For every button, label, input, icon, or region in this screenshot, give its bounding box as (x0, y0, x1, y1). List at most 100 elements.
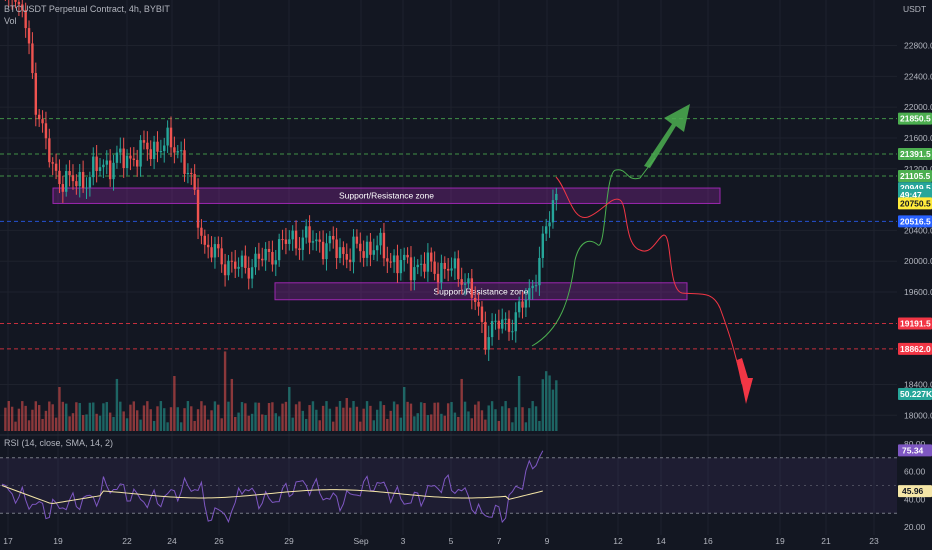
volume-bar (419, 402, 423, 431)
candle-body (227, 260, 230, 276)
candle-body (541, 233, 544, 258)
volume-bar (538, 420, 541, 431)
volume-bar (227, 401, 230, 431)
volume-bar (446, 403, 450, 431)
volume-bar (511, 422, 514, 431)
volume-bar (95, 413, 98, 431)
volume-bar (531, 401, 534, 431)
time-axis-label: 3 (401, 536, 406, 546)
candle-body (528, 288, 531, 300)
volume-bar (51, 404, 54, 431)
volume-bar (375, 409, 379, 431)
volume-bar (477, 401, 480, 431)
volume-bar (119, 401, 122, 431)
candle-body (24, 9, 27, 29)
volume-bar (203, 405, 206, 431)
candle-body (474, 297, 477, 302)
candle-body (443, 262, 446, 269)
volume-bar (81, 415, 85, 431)
volume-bar (108, 412, 112, 431)
price-tag-label: 21391.5 (900, 149, 931, 159)
candle-body (119, 148, 122, 153)
volume-bar (41, 418, 44, 431)
candle-body (430, 252, 433, 262)
candle-body (210, 247, 213, 258)
candle-body (308, 226, 311, 243)
candle-body (406, 254, 409, 258)
currency-label: USDT (903, 4, 926, 14)
sr-zone (274, 282, 688, 301)
candle-body (220, 248, 223, 265)
price-tag-label: 50.227K (900, 389, 932, 399)
candle-body (136, 159, 139, 167)
candle-body (382, 232, 386, 259)
price-axis-label: 18000.0 (904, 410, 932, 420)
volume-label: Vol (4, 16, 17, 26)
candle-body (166, 127, 169, 146)
volume-bar (24, 405, 27, 431)
candle-body (534, 285, 538, 287)
price-axis-label: 22000.0 (904, 102, 932, 112)
candle-body (115, 152, 119, 163)
volume-bar (382, 405, 386, 431)
volume-bar (223, 351, 227, 431)
price-tag-label: 49:47 (900, 190, 922, 200)
volume-bar (474, 404, 477, 431)
rsi-axis-label: 40.00 (904, 494, 926, 504)
volume-bar (423, 403, 426, 431)
candle-body (457, 258, 460, 280)
price-tag-label: 21850.5 (900, 114, 931, 124)
time-axis-label: 24 (167, 536, 177, 546)
volume-bar (453, 412, 457, 431)
volume-bar (78, 403, 81, 431)
candles[interactable] (4, 0, 558, 361)
candle-body (477, 301, 480, 307)
candle-body (163, 145, 166, 152)
volume-bar (54, 417, 58, 431)
time-axis-label: 9 (545, 536, 550, 546)
volume-bar (210, 410, 213, 431)
candle-body (21, 4, 24, 10)
candle-body (291, 230, 294, 240)
candle-body (403, 254, 406, 261)
candle-body (490, 321, 494, 338)
volume-bar (487, 405, 490, 431)
volume-bar (71, 413, 75, 431)
volume-bar (348, 407, 352, 431)
volume-bar (186, 401, 190, 431)
candle-body (318, 239, 321, 242)
time-axis-label: 5 (449, 536, 454, 546)
volume-bar (7, 401, 10, 431)
volume-bar (504, 401, 507, 431)
candle-body (389, 261, 392, 263)
volume-bar (163, 408, 166, 431)
price-tag (898, 148, 932, 161)
sr-zone-label: Support/Resistance zone (339, 191, 434, 201)
volume-bar (392, 401, 396, 431)
candle-body (511, 331, 514, 333)
volume-bar (112, 416, 115, 431)
horizontal-lines (0, 118, 897, 350)
candle-body (85, 187, 88, 189)
rsi-value-tag (898, 444, 932, 457)
candle-body (355, 236, 359, 244)
candle-body (34, 73, 37, 115)
time-axis-label: 26 (214, 536, 224, 546)
candle-body (179, 150, 183, 152)
volume-bar (159, 401, 163, 431)
bearish-arrow (737, 358, 753, 404)
candle-body (129, 155, 132, 159)
time-axis-label: 19 (775, 536, 785, 546)
volume-bar (450, 402, 453, 431)
volume-bar (132, 401, 136, 431)
volume-bar (288, 387, 291, 431)
price-axis-label: 18400.0 (904, 379, 932, 389)
candle-body (213, 244, 217, 258)
volume-bar (484, 419, 487, 431)
volume-bars (4, 351, 558, 431)
candle-body (190, 172, 193, 174)
volume-bar (37, 405, 41, 431)
candle-body (173, 147, 176, 153)
